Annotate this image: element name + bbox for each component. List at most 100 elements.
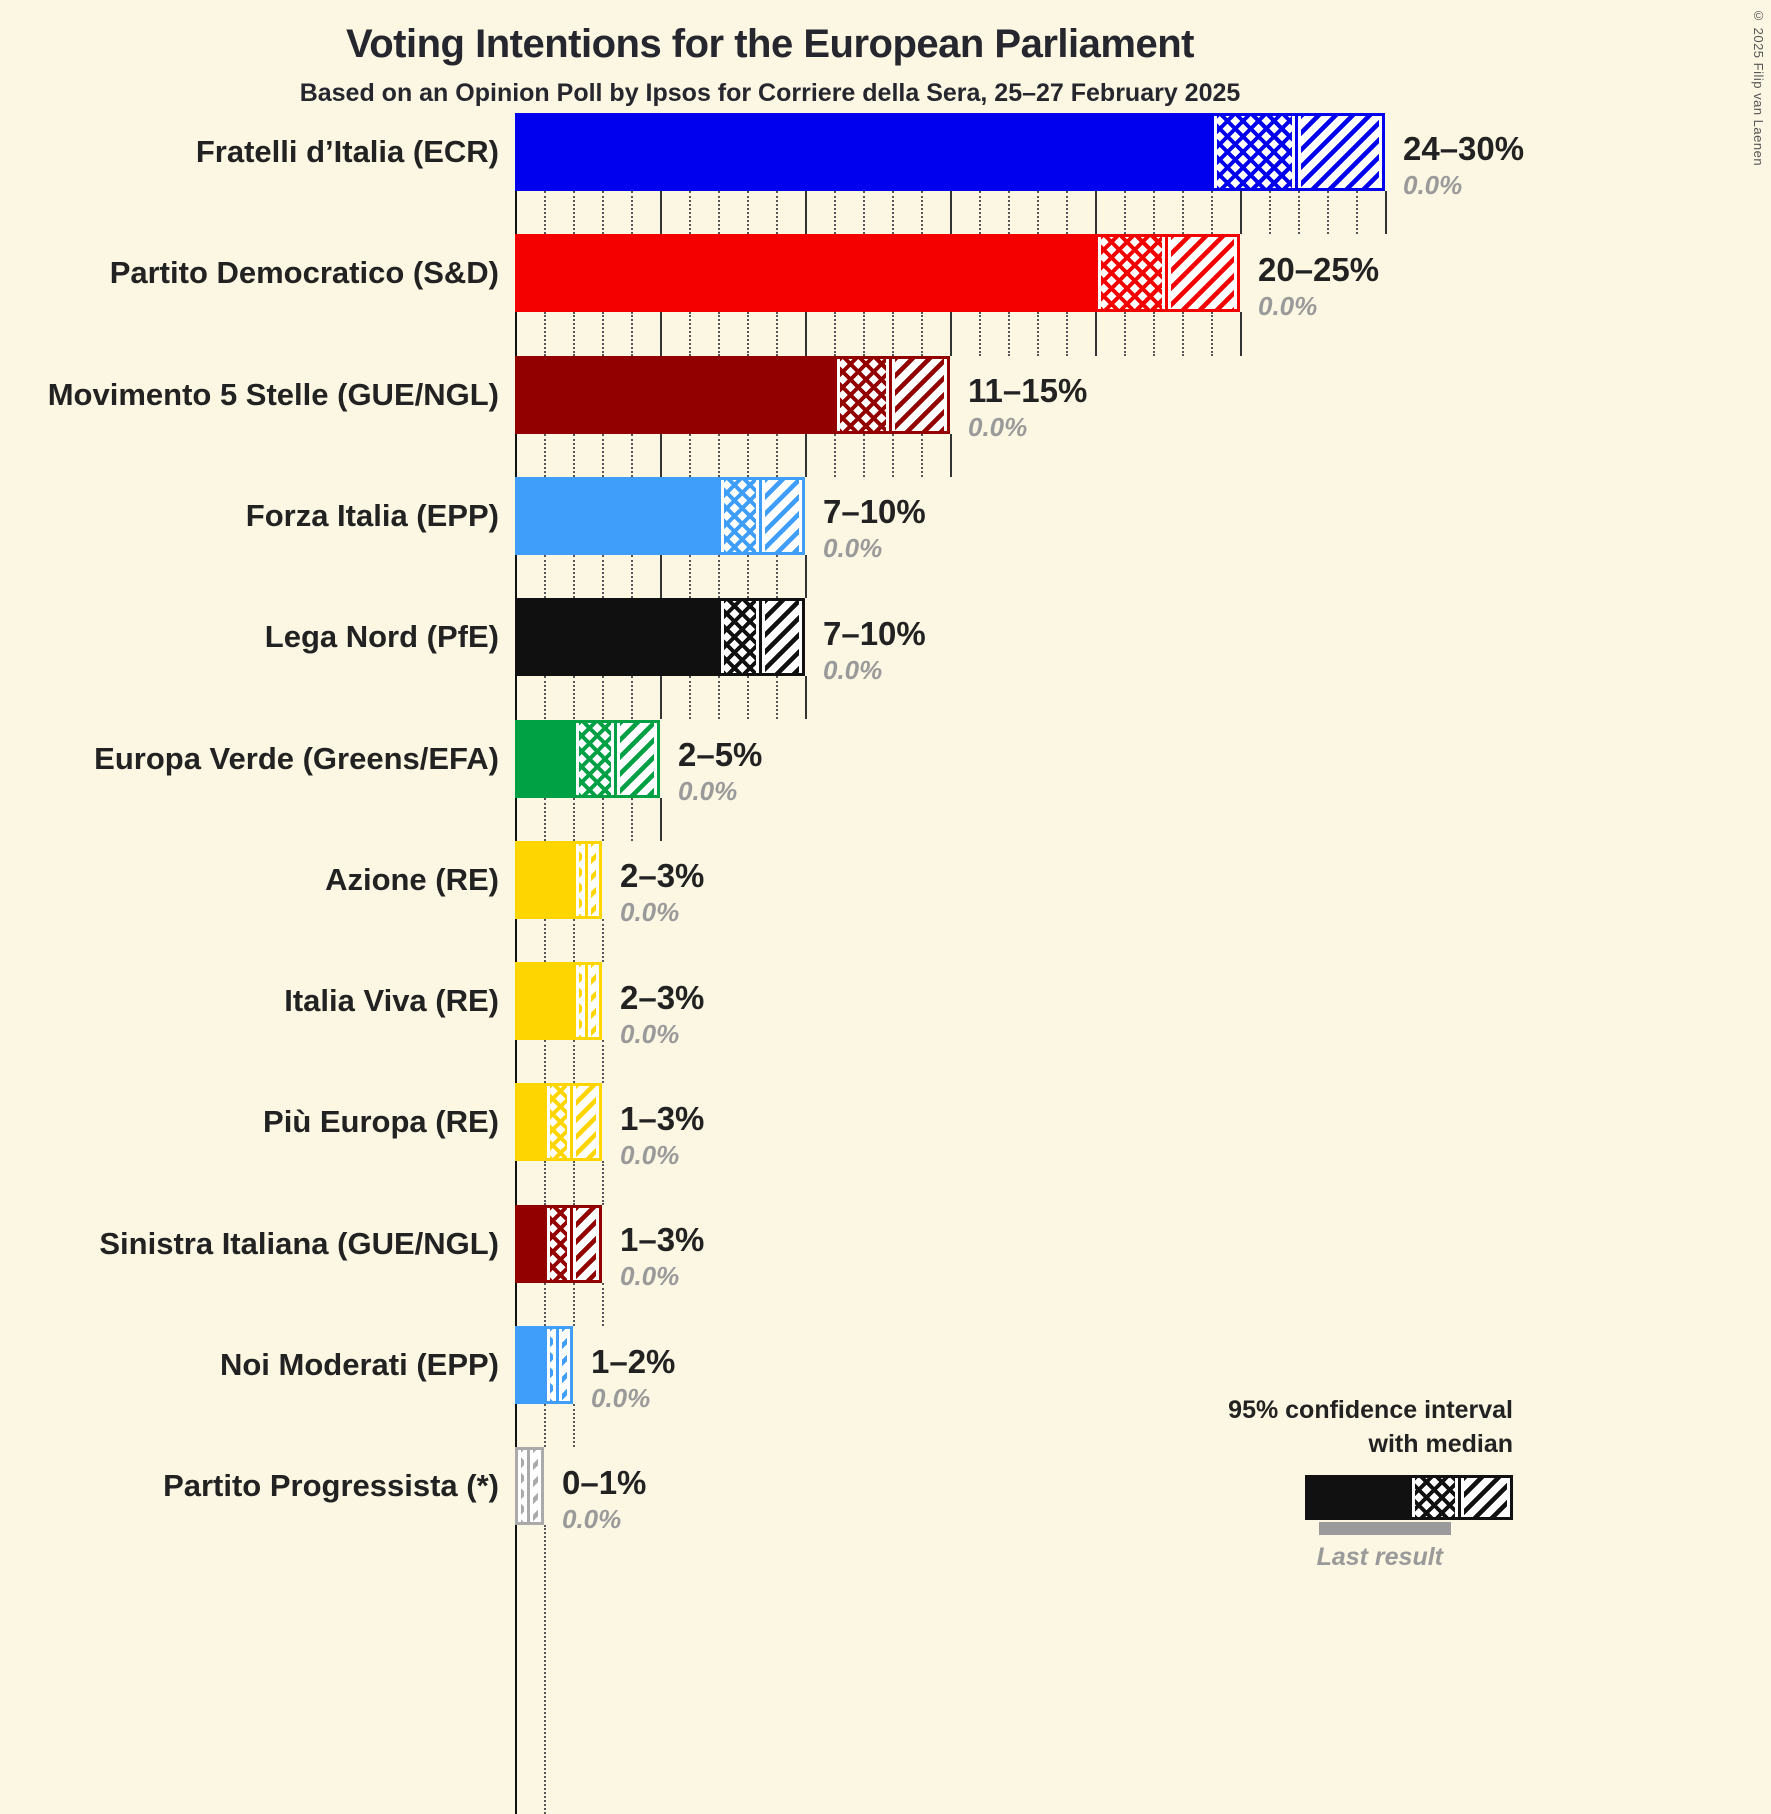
- gridline: [544, 554, 546, 599]
- party-label-text: Sinistra Italiana (GUE/NGL): [99, 1225, 499, 1261]
- gridline: [544, 1161, 546, 1205]
- gridline: [892, 312, 894, 356]
- bar-solid-segment: [515, 598, 718, 677]
- bar-confidence-interval: [573, 840, 602, 919]
- range-label: 11–15%: [968, 372, 1088, 410]
- gridline: [747, 554, 749, 599]
- bar-solid-segment: [515, 840, 573, 919]
- last-result-label: 0.0%: [823, 533, 883, 564]
- gridline: [602, 797, 604, 841]
- gridline: [544, 918, 546, 963]
- last-result-label: 0.0%: [620, 1139, 680, 1170]
- gridline: [1124, 191, 1126, 235]
- party-label-text: Partito Democratico (S&D): [109, 255, 499, 291]
- bar-ci-diagonal-segment: [558, 1329, 570, 1401]
- last-result-label: 0.0%: [620, 1018, 680, 1049]
- gridline-gap: [0, 1282, 1771, 1326]
- gridline: [660, 797, 662, 841]
- bar-solid-segment: [515, 476, 718, 555]
- gridline: [573, 1161, 575, 1205]
- gridline: [1124, 312, 1126, 356]
- gridline: [573, 433, 575, 477]
- gridline: [805, 554, 807, 599]
- gridline: [573, 676, 575, 720]
- gridline-gap: [0, 191, 1771, 235]
- gridline: [950, 191, 952, 235]
- gridline: [805, 191, 807, 235]
- range-label: 7–10%: [823, 493, 926, 531]
- bar-row: Lega Nord (PfE) 7–10% 0.0%: [0, 598, 1771, 685]
- gridline: [602, 312, 604, 356]
- gridline: [921, 191, 923, 235]
- legend-sample-bar: [1305, 1475, 1513, 1520]
- gridline: [776, 191, 778, 235]
- gridline: [1153, 191, 1155, 235]
- gridline-gap: [0, 433, 1771, 477]
- gridline: [747, 312, 749, 356]
- range-label: 24–30%: [1403, 129, 1525, 167]
- gridline: [1182, 312, 1184, 356]
- bar-solid-segment: [515, 1083, 544, 1162]
- bar-ci-crosshatch-segment: [837, 358, 892, 431]
- legend-sample-diagonal: [1461, 1478, 1510, 1517]
- party-label: Europa Verde (Greens/EFA): [0, 720, 499, 798]
- gridline: [1182, 191, 1184, 235]
- bar-value-labels: 2–5% 0.0%: [678, 716, 762, 828]
- bar-row: Azione (RE) 2–3% 0.0%: [0, 840, 1771, 927]
- legend-sample-solid: [1305, 1475, 1409, 1520]
- bar-value-labels: 7–10% 0.0%: [823, 594, 926, 706]
- legend-last-result-label: Last result: [1316, 1543, 1443, 1571]
- party-label-text: Forza Italia (EPP): [245, 497, 499, 533]
- gridline: [979, 191, 981, 235]
- bar-ci-diagonal-segment: [573, 1207, 599, 1280]
- gridline: [602, 676, 604, 720]
- gridline: [544, 1404, 546, 1448]
- bar-solid-segment: [515, 355, 834, 434]
- legend-sample-ci: [1409, 1475, 1513, 1520]
- gridline: [573, 554, 575, 599]
- chart-title: Voting Intentions for the European Parli…: [346, 22, 1194, 66]
- gridline-gap: [0, 1040, 1771, 1084]
- gridline: [573, 191, 575, 235]
- range-label: 2–5%: [678, 736, 763, 773]
- gridline: [834, 312, 836, 356]
- gridline: [776, 312, 778, 356]
- range-label: 1–3%: [620, 1221, 705, 1259]
- legend: 95% confidence interval with median Last…: [1083, 1396, 1513, 1572]
- bar-confidence-interval: [544, 1083, 602, 1162]
- gridline: [834, 191, 836, 235]
- bar-solid-segment: [515, 234, 1095, 313]
- range-label: 2–3%: [620, 978, 705, 1016]
- gridline-gap: [0, 676, 1771, 720]
- bar-value-labels: 2–3% 0.0%: [620, 837, 704, 949]
- bar-ci-crosshatch-segment: [547, 1329, 559, 1401]
- bar-value-labels: 1–3% 0.0%: [620, 1079, 704, 1191]
- chart-subtitle: Based on an Opinion Poll by Ipsos for Co…: [299, 79, 1241, 107]
- gridline: [863, 433, 865, 477]
- bar-ci-crosshatch-segment: [721, 601, 762, 674]
- gridline: [863, 312, 865, 356]
- gridline: [747, 676, 749, 720]
- gridline: [776, 433, 778, 477]
- gridline-gap: [0, 1525, 1771, 1814]
- party-label-text: Fratelli d’Italia (ECR): [195, 134, 499, 169]
- bar-row: Fratelli d’Italia (ECR) 24–30% 0.0%: [0, 113, 1771, 200]
- gridline: [1240, 312, 1242, 356]
- party-label-text: Più Europa (RE): [263, 1104, 499, 1140]
- bar-value-labels: 20–25% 0.0%: [1258, 230, 1379, 342]
- bar-ci-crosshatch-segment: [547, 1207, 573, 1280]
- gridline: [544, 1040, 546, 1084]
- party-label: Azione (RE): [0, 841, 499, 919]
- party-label: Sinistra Italiana (GUE/NGL): [0, 1205, 499, 1283]
- gridline: [602, 191, 604, 235]
- last-result-label: 0.0%: [678, 776, 738, 806]
- gridline: [1066, 312, 1068, 356]
- bar-ci-diagonal-segment: [529, 1450, 541, 1523]
- party-label: Partito Democratico (S&D): [0, 234, 499, 312]
- gridline: [1037, 312, 1039, 356]
- gridline: [805, 312, 807, 356]
- party-label-text: Movimento 5 Stelle (GUE/NGL): [47, 376, 499, 412]
- party-label-text: Italia Viva (RE): [284, 983, 499, 1019]
- gridline: [573, 1282, 575, 1326]
- bar-value-labels: 2–3% 0.0%: [620, 958, 704, 1070]
